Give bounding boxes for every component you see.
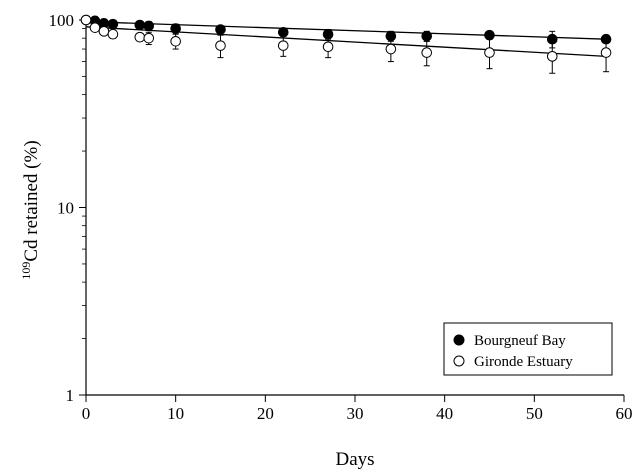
- data-point-gironde-estuary: [385, 43, 397, 55]
- data-point-gironde-estuary: [143, 32, 155, 44]
- y-tick-label: 100: [49, 11, 75, 30]
- data-point-bourgneuf-bay: [322, 28, 334, 40]
- x-tick-label: 20: [257, 404, 274, 423]
- data-point-bourgneuf-bay: [170, 23, 181, 34]
- data-point-bourgneuf-bay: [277, 26, 289, 38]
- data-point-gironde-estuary: [600, 47, 612, 58]
- data-point-gironde-estuary: [484, 47, 495, 58]
- data-point-gironde-estuary: [89, 22, 101, 33]
- y-tick-label: 1: [66, 386, 75, 405]
- data-point-gironde-estuary: [134, 31, 146, 43]
- data-point-bourgneuf-bay: [134, 19, 146, 31]
- legend-marker-gironde-estuary: [453, 355, 465, 367]
- x-tick-label: 50: [526, 404, 543, 423]
- data-point-gironde-estuary: [546, 51, 558, 62]
- x-axis-label: Days: [335, 449, 374, 470]
- data-point-bourgneuf-bay: [484, 29, 495, 41]
- data-point-gironde-estuary: [80, 14, 92, 26]
- y-axis-label-main: Cd retained (%): [21, 140, 42, 261]
- y-axis-label: 109Cd retained (%): [19, 140, 42, 279]
- y-axis-label-superscript: 109: [19, 262, 33, 280]
- legend-marker-bourgneuf-bay: [453, 334, 465, 346]
- data-point-bourgneuf-bay: [143, 20, 155, 32]
- data-points: [80, 14, 612, 62]
- legend: Bourgneuf Bay Gironde Estuary: [443, 322, 613, 376]
- data-point-bourgneuf-bay: [546, 33, 558, 45]
- x-tick-label: 60: [616, 404, 633, 423]
- data-point-bourgneuf-bay: [600, 33, 612, 45]
- data-point-bourgneuf-bay: [107, 18, 119, 30]
- error-bars: [91, 18, 610, 74]
- legend-label-bourgneuf-bay: Bourgneuf Bay: [474, 333, 566, 349]
- legend-box: [443, 322, 613, 376]
- data-point-gironde-estuary: [107, 28, 119, 40]
- legend-label-gironde-estuary: Gironde Estuary: [474, 354, 573, 370]
- x-tick-label: 30: [347, 404, 364, 423]
- fit-line-gironde-estuary: [85, 26, 607, 57]
- data-point-gironde-estuary: [215, 40, 226, 51]
- data-point-gironde-estuary: [277, 40, 289, 51]
- data-point-gironde-estuary: [322, 41, 334, 53]
- data-point-bourgneuf-bay: [215, 24, 226, 35]
- x-tick-label: 10: [167, 404, 184, 423]
- data-point-gironde-estuary: [98, 26, 110, 37]
- fit-line-bourgneuf-bay: [85, 20, 607, 40]
- data-point-gironde-estuary: [170, 35, 181, 47]
- x-tick-label: 0: [82, 404, 91, 423]
- axes: 0 10 20 30 40 50 60 1 10 100: [49, 11, 633, 423]
- data-point-bourgneuf-bay: [385, 30, 397, 42]
- y-tick-label: 10: [57, 199, 74, 218]
- data-point-bourgneuf-bay: [421, 30, 433, 42]
- fit-lines: [85, 20, 607, 57]
- data-point-gironde-estuary: [421, 47, 433, 58]
- x-tick-label: 40: [436, 404, 453, 423]
